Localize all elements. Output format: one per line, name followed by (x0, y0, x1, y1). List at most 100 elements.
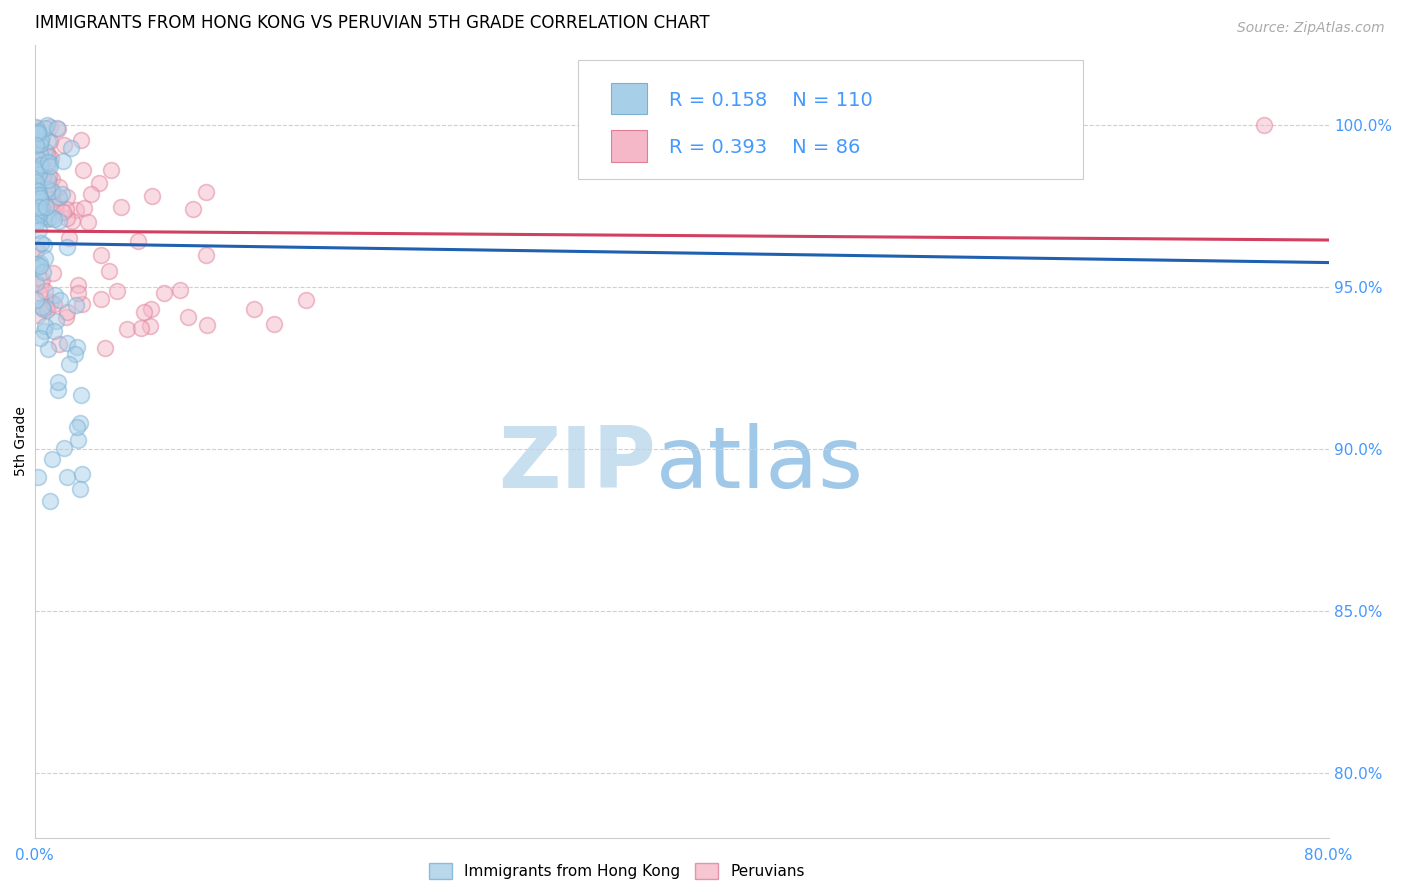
Text: atlas: atlas (655, 424, 863, 507)
Point (41, 211, 63, 225)
Point (51, 186, 73, 201)
Point (45, 314, 67, 328)
Point (55, 310, 77, 324)
Point (52, 137, 75, 152)
Point (25, 162, 48, 177)
Point (38, 159, 60, 173)
Point (27, 187, 49, 202)
Point (44, 288, 66, 302)
Point (30, 235, 52, 250)
Point (31, 265, 53, 279)
Point (52, 441, 75, 455)
Point (48, 337, 70, 351)
Point (181, 202, 204, 217)
Point (70, 133, 93, 147)
Point (32, 324, 55, 338)
Point (34, 120, 56, 135)
Point (25, 204, 48, 219)
Point (37, 342, 59, 356)
Point (66, 285, 89, 300)
Point (25, 164, 48, 178)
Point (39, 185, 62, 199)
Point (28, 205, 51, 219)
Point (27, 190, 49, 204)
Point (30, 135, 52, 149)
Point (28, 259, 51, 273)
Point (27, 128, 49, 143)
Point (1253, 119, 1275, 133)
Point (30, 136, 52, 151)
Point (52, 154, 75, 169)
Point (66, 420, 89, 434)
Point (37, 148, 59, 162)
Point (42, 297, 65, 311)
Point (35, 200, 58, 214)
Point (153, 285, 176, 300)
Point (67, 278, 90, 293)
Point (41, 171, 63, 186)
Point (141, 189, 163, 203)
Point (28, 256, 51, 270)
Point (34, 319, 56, 334)
Point (25, 120, 48, 135)
Point (38, 178, 60, 192)
Point (25, 138, 48, 153)
Point (139, 301, 162, 316)
Point (39, 295, 62, 310)
Point (65, 347, 87, 361)
Point (110, 200, 132, 214)
Point (25, 260, 48, 275)
Point (45, 201, 67, 215)
Point (25, 242, 48, 256)
Point (30, 278, 52, 293)
Text: R = 0.393    N = 86: R = 0.393 N = 86 (669, 138, 860, 157)
Point (56, 305, 79, 319)
Point (31, 300, 53, 314)
Point (129, 321, 152, 335)
Point (25, 165, 48, 179)
Point (27, 184, 49, 198)
Point (65, 298, 87, 312)
Point (39, 120, 62, 134)
Point (37, 173, 59, 187)
Point (48, 214, 70, 228)
Point (30, 191, 52, 205)
Point (25, 202, 48, 216)
Point (28, 195, 51, 210)
Text: R = 0.158    N = 110: R = 0.158 N = 110 (669, 91, 873, 110)
Point (31, 273, 53, 287)
Point (25, 214, 48, 228)
Text: Source: ZipAtlas.com: Source: ZipAtlas.com (1237, 21, 1385, 35)
Point (195, 185, 218, 199)
FancyBboxPatch shape (578, 61, 1083, 179)
Point (32, 170, 55, 185)
Point (295, 293, 318, 307)
Point (30, 194, 52, 208)
FancyBboxPatch shape (610, 130, 647, 162)
Point (25, 178, 48, 192)
Point (27, 469, 49, 483)
Point (25, 175, 48, 189)
Point (28, 167, 51, 181)
Point (56, 335, 79, 350)
Point (70, 388, 93, 402)
Point (41, 192, 63, 206)
Point (37, 155, 59, 169)
Point (25, 217, 48, 231)
Point (25, 159, 48, 173)
Point (46, 122, 69, 136)
Point (56, 211, 79, 226)
Point (25, 244, 48, 259)
Point (37, 211, 59, 225)
Point (34, 145, 56, 159)
Point (39, 151, 62, 165)
Point (139, 319, 162, 334)
Point (72, 296, 94, 310)
Point (72, 467, 94, 482)
Point (35, 182, 58, 196)
Text: ZIP: ZIP (498, 424, 655, 507)
Point (28, 137, 51, 152)
Point (28, 223, 51, 237)
Point (35, 145, 58, 160)
Point (27, 189, 49, 203)
